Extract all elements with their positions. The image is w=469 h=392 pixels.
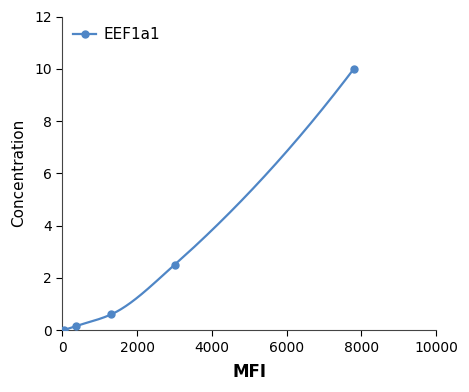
X-axis label: MFI: MFI (232, 363, 266, 381)
Line: EEF1a1: EEF1a1 (61, 65, 357, 333)
Y-axis label: Concentration: Concentration (11, 119, 26, 227)
EEF1a1 (172, 263, 177, 267)
EEF1a1 (61, 328, 67, 332)
EEF1a1 (351, 67, 356, 71)
EEF1a1 (108, 312, 114, 317)
EEF1a1 (73, 324, 78, 328)
Legend: EEF1a1: EEF1a1 (67, 21, 166, 49)
